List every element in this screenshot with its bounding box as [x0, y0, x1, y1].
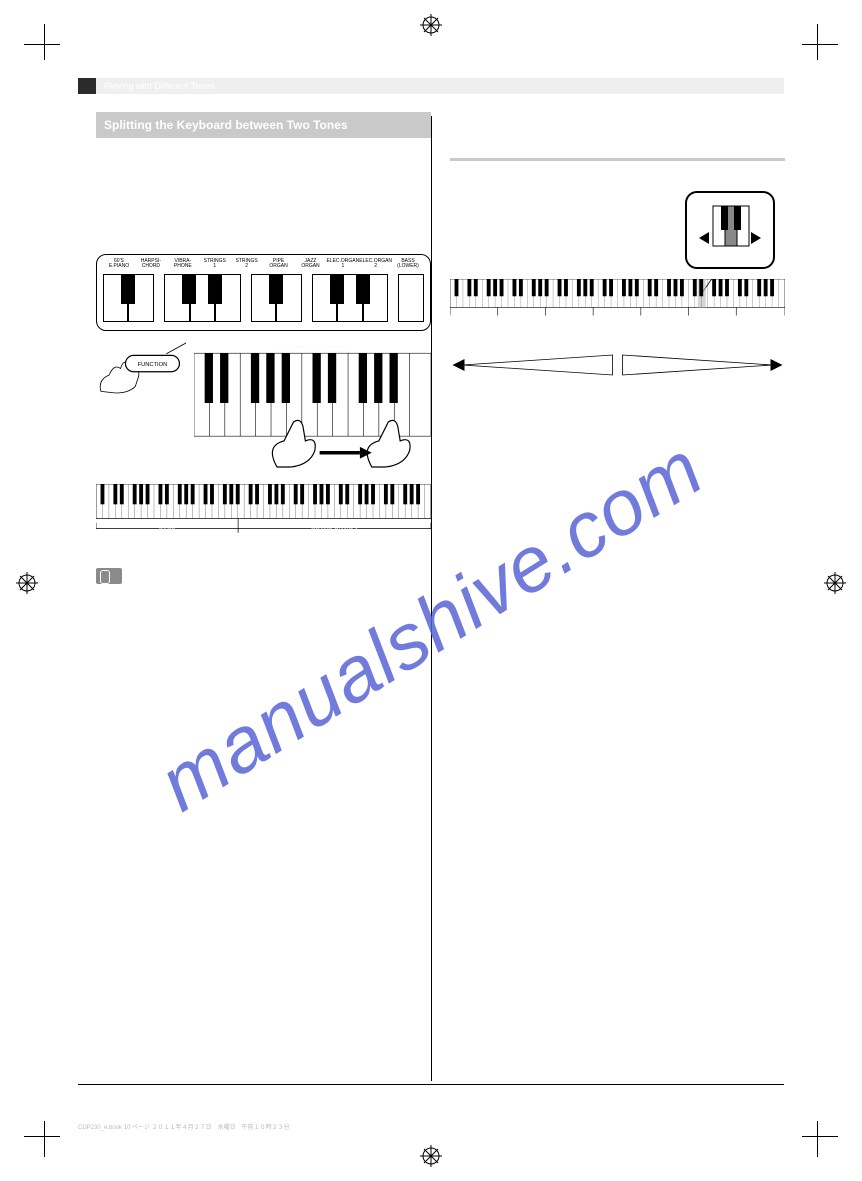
note-item: You can use reverb (page E-11), chorus (… — [140, 638, 431, 658]
note-item: To return the keyboard to a single tone,… — [140, 578, 431, 598]
tone-label: STRINGS1 — [199, 259, 231, 270]
crop-mark — [24, 44, 60, 45]
balance-diagram: C4 — [450, 191, 785, 341]
tone-keys — [103, 274, 424, 322]
right-column: To adjust the volume balance between the… — [450, 112, 785, 1081]
intro-paragraph: You can use the procedure below to assig… — [96, 148, 431, 170]
note-item: Split cannot be used in combination with… — [140, 625, 431, 635]
function-label: FUNCTION — [138, 362, 168, 368]
keyboard-88-diagram — [450, 279, 785, 326]
tone-label: VIBRA-PHONE — [167, 259, 199, 270]
crop-mark — [817, 1121, 818, 1157]
function-diagram-row: FUNCTION · · · · · · · · · · · · · · · ·… — [96, 339, 431, 474]
tone-label: PIPEORGAN — [263, 259, 295, 270]
left-column: Splitting the Keyboard between Two Tones… — [96, 112, 431, 1081]
note-item: You cannot select BASS alone without spl… — [140, 601, 431, 621]
initial-default-label: Initial default (Center) — [450, 390, 785, 397]
split-point-label: Split point — [96, 544, 431, 554]
registration-mark-icon — [824, 572, 846, 594]
registration-mark-icon — [420, 1145, 442, 1167]
tone-label: STRINGS2 — [231, 259, 263, 270]
step-number: 1. Select the tone for the right side ra… — [96, 200, 431, 220]
step-number: 1. While holding down FUNCTION, use the … — [450, 169, 785, 189]
section-title: Splitting the Keyboard between Two Tones — [104, 118, 423, 132]
wedge-labels: Left-side tone volume Right-side tone vo… — [450, 381, 785, 388]
tone-label: BASS(LOWER) — [392, 259, 424, 270]
note-list: To return the keyboard to a single tone,… — [128, 578, 431, 658]
page-number: E-10 — [78, 1090, 97, 1100]
registration-mark-icon — [420, 14, 442, 36]
tone-label-strip: 60'SE.PIANOHARPSI-CHORDVIBRA-PHONESTRING… — [96, 254, 431, 331]
crop-mark — [44, 1121, 45, 1157]
right-section-title: To adjust the volume balance between the… — [450, 144, 785, 156]
note-block: NOTE To return the keyboard to a single … — [96, 568, 431, 661]
right-bullet-list: Pressing the key on the left side of C4 … — [450, 401, 785, 445]
footer-imprint: CDP230_e.book 10 ページ ２０１１年４月２７日 水曜日 午前１０… — [78, 1122, 290, 1131]
footer-rule — [78, 1084, 784, 1085]
svg-text:BASS: BASS — [159, 528, 175, 535]
tone-label: HARPSI-CHORD — [135, 259, 167, 270]
callout-balloon: C4 — [685, 191, 775, 269]
crop-mark — [817, 24, 818, 60]
crop-mark — [44, 24, 45, 60]
note-icon — [96, 568, 122, 584]
crop-mark — [802, 44, 838, 45]
bullet-item: To return to the initial default volume … — [464, 424, 785, 444]
step-number: 2. To return the keyboard to a single to… — [450, 453, 785, 463]
tone-label: ELEC.ORGAN2 — [359, 259, 392, 270]
page: Playing with Different Tones Splitting t… — [0, 0, 862, 1181]
tone-labels-row: 60'SE.PIANOHARPSI-CHORDVIBRA-PHONESTRING… — [103, 259, 424, 270]
header-title: Playing with Different Tones — [100, 78, 215, 94]
function-button-diagram: FUNCTION — [96, 339, 186, 401]
tone-label: JAZZORGAN — [295, 259, 327, 270]
svg-text:C4: C4 — [726, 250, 734, 256]
column-divider — [431, 116, 432, 1081]
section-underline — [450, 158, 785, 161]
mini-keyboard-diagram: · · · · · · · · · · · · · · · · · · · · — [194, 339, 431, 474]
sub-heading: To split the keyboard between two tones — [96, 182, 431, 192]
full-keyboard-diagram: BASS GRAND PIANO 1 — [96, 484, 431, 540]
section-title-box: Splitting the Keyboard between Two Tones — [96, 112, 431, 138]
step-number: 2. While holding down FUNCTION, press th… — [96, 228, 431, 248]
bullet-item: Pressing the key on the left side of C4 … — [464, 401, 785, 421]
header-accent — [78, 78, 96, 94]
tone-label: ELEC.ORGAN1 — [326, 259, 359, 270]
note-title: NOTE — [128, 568, 431, 578]
volume-balance-wedge — [450, 351, 785, 379]
svg-text:GRAND PIANO 1: GRAND PIANO 1 — [311, 528, 359, 535]
crop-mark — [24, 1136, 60, 1137]
registration-mark-icon — [16, 572, 38, 594]
crop-mark — [802, 1136, 838, 1137]
svg-text:· · · · · · · · · · · · · · ·: · · · · · · · · · · · · · · · · · · · · — [277, 344, 348, 350]
tone-label: 60'SE.PIANO — [103, 259, 135, 270]
